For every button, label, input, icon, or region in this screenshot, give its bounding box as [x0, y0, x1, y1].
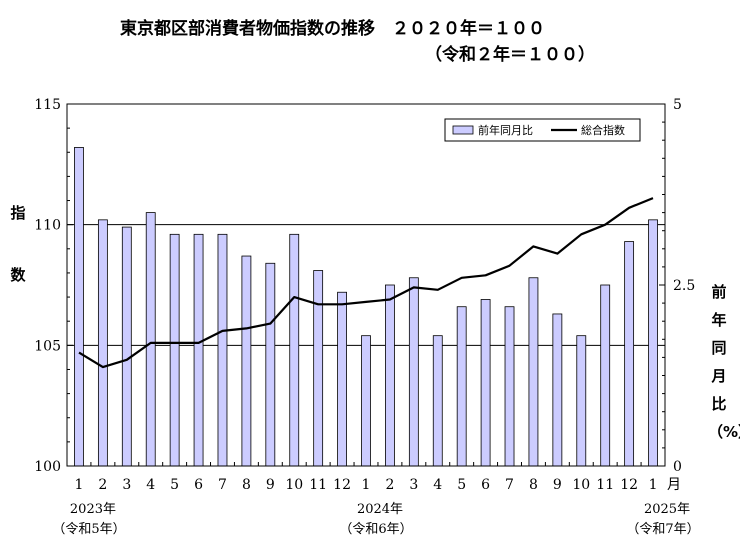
bar: [241, 255, 252, 467]
gridlines: [67, 224, 665, 346]
left-axis-label: 指数: [10, 204, 26, 284]
chart-title: 東京都区部消費者物価指数の推移 ２０２０年＝１００: [120, 19, 545, 39]
bar: [528, 277, 539, 467]
bar: [97, 219, 108, 467]
era-label: （令和6年）: [339, 522, 412, 537]
x-tick-label: 11: [309, 477, 327, 493]
x-tick-label: 3: [409, 477, 418, 493]
x-tick-label: 9: [266, 477, 275, 493]
bar: [624, 241, 635, 467]
line-series: [78, 197, 654, 369]
bar: [408, 277, 419, 467]
x-tick-label: 5: [170, 477, 179, 493]
bar: [432, 335, 443, 467]
x-tick-label: 1: [74, 477, 83, 493]
x-tick-label: 6: [481, 477, 490, 493]
x-tick-label: 7: [505, 477, 514, 493]
bar: [121, 226, 132, 467]
bar: [337, 291, 347, 467]
bar: [648, 219, 658, 467]
bar-series: [74, 147, 658, 467]
x-tick-label: 4: [146, 477, 155, 493]
bar: [600, 284, 611, 467]
bar: [385, 284, 395, 467]
right-tick-label: 5: [673, 97, 682, 113]
bar: [74, 147, 84, 467]
year-label: 2023年: [70, 502, 116, 517]
bar: [193, 233, 204, 467]
legend-bar-swatch: [452, 125, 474, 135]
left-tick-label: 115: [34, 97, 61, 113]
x-tick-label: 12: [620, 477, 638, 493]
right-tick-label: 0: [673, 459, 682, 475]
x-tick-label: 5: [457, 477, 466, 493]
year-label: 2025年: [644, 502, 690, 517]
x-unit-label: 月: [667, 477, 681, 493]
legend-box: [444, 118, 641, 142]
x-tick-label: 9: [553, 477, 562, 493]
left-tick-label: 110: [34, 218, 61, 234]
x-tick-label: 11: [596, 477, 614, 493]
bar: [576, 335, 587, 467]
line-path: [78, 197, 654, 369]
bar: [313, 270, 324, 467]
legend-line-label: 総合指数: [581, 123, 625, 137]
x-tick-label: 8: [529, 477, 538, 493]
x-tick-label: 6: [194, 477, 203, 493]
x-tick-label: 1: [362, 477, 371, 493]
bar: [361, 335, 371, 467]
bar: [456, 306, 467, 467]
x-tick-label: 3: [122, 477, 131, 493]
bar: [217, 233, 228, 467]
bar: [289, 233, 300, 467]
x-tick-label: 12: [333, 477, 351, 493]
era-label: （令和7年）: [626, 522, 699, 537]
right-tick-label: 2.5: [673, 278, 695, 294]
left-tick-label: 105: [34, 338, 61, 354]
chart-subtitle: （令和２年＝１００）: [425, 45, 595, 65]
left-tick-label: 100: [34, 459, 61, 475]
x-tick-label: 8: [242, 477, 251, 493]
bar: [265, 262, 276, 467]
era-label: （令和5年）: [52, 522, 125, 537]
bar: [480, 299, 491, 467]
x-tick-label: 4: [433, 477, 442, 493]
legend: 前年同月比 総合指数: [444, 118, 641, 142]
bar: [504, 306, 515, 467]
bar: [169, 233, 180, 467]
year-label: 2024年: [357, 502, 403, 517]
x-tick-label: 10: [285, 477, 303, 493]
x-tick-label: 7: [218, 477, 227, 493]
x-tick-label: 2: [98, 477, 107, 493]
x-tick-label: 1: [649, 477, 658, 493]
x-tick-label: 10: [572, 477, 590, 493]
legend-bar-label: 前年同月比: [478, 123, 533, 137]
x-tick-label: 2: [385, 477, 394, 493]
bar: [145, 212, 156, 467]
bar: [552, 313, 563, 467]
